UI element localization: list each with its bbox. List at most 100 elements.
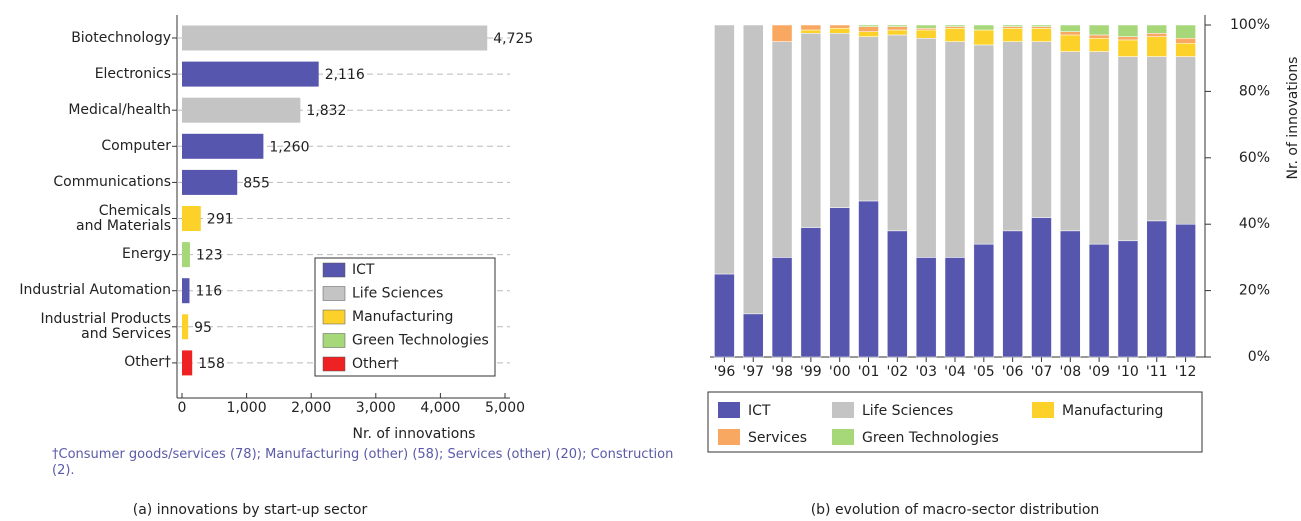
bar-segment: [887, 29, 908, 36]
legend-swatch: [322, 309, 346, 325]
bar-segment: [800, 227, 822, 358]
y-tick-label: 80%: [1239, 83, 1270, 99]
bar-segment: [915, 24, 937, 29]
bar-segment: [973, 243, 995, 358]
bar-segment: [1031, 24, 1052, 27]
y-tick-label: 60%: [1239, 150, 1270, 166]
bar-segment: [771, 41, 793, 258]
bar-segment: [887, 230, 908, 358]
bar-segment: [858, 31, 879, 37]
value-label: 2,116: [325, 67, 365, 83]
bar: [182, 314, 189, 340]
y-axis-title: Nr. of innovations: [1285, 57, 1301, 180]
x-tick-label: '05: [973, 364, 995, 380]
bar: [182, 278, 190, 304]
caption: (a) innovations by start-up sector: [133, 502, 368, 518]
bar: [182, 206, 201, 231]
x-tick-label: '01: [858, 364, 880, 380]
bar: [182, 350, 193, 376]
x-axis-title: Nr. of innovations: [353, 426, 476, 442]
bar-segment: [1060, 34, 1081, 52]
bar-segment: [800, 33, 822, 228]
bar-segment: [858, 26, 879, 32]
bar-segment: [742, 313, 764, 358]
bar-segment: [944, 28, 966, 42]
bar-segment: [771, 24, 793, 42]
legend-label: ICT: [352, 262, 375, 278]
legend-swatch: [322, 286, 346, 301]
bar-segment: [829, 207, 850, 358]
bar-segment: [800, 24, 822, 31]
bar-segment: [1002, 230, 1023, 358]
x-tick-label: '04: [944, 364, 966, 380]
legend-label: Manufacturing: [352, 309, 453, 325]
y-tick-label: Computer: [101, 137, 171, 154]
bar-segment: [1175, 24, 1196, 39]
bar-segment: [1088, 243, 1110, 358]
y-tick-label: 40%: [1239, 216, 1270, 232]
bar-segment: [858, 24, 879, 27]
bar-segment: [1060, 51, 1081, 232]
bar-segment: [973, 29, 995, 46]
x-tick-label: '07: [1031, 364, 1053, 380]
bar-segment: [1088, 34, 1110, 39]
legend-label: Green Technologies: [862, 430, 999, 446]
bar-segment: [829, 28, 850, 34]
legend-label: Green Technologies: [352, 333, 489, 349]
bar-segment: [944, 257, 966, 358]
bar-segment: [944, 41, 966, 258]
legend-label: Life Sciences: [352, 286, 443, 302]
bar-segment: [1060, 24, 1081, 32]
bar-segment: [1031, 217, 1052, 358]
x-tick-label: '12: [1175, 364, 1197, 380]
legend-swatch: [322, 333, 346, 348]
value-label: 4,725: [493, 31, 533, 47]
bar-segment: [1146, 24, 1168, 34]
value-label: 291: [207, 212, 234, 228]
x-tick-label: '08: [1059, 364, 1081, 380]
bar-segment: [1060, 230, 1081, 358]
bar-segment: [1146, 36, 1168, 57]
bar: [182, 61, 319, 87]
bar-segment: [973, 24, 995, 31]
legend-swatch: [322, 356, 346, 372]
bar-segment: [1088, 24, 1110, 36]
bar-segment: [1117, 36, 1139, 41]
bar-segment: [1175, 38, 1196, 44]
bar-segment: [1175, 56, 1196, 225]
y-tick-label: Industrial Products and Services: [40, 310, 171, 342]
x-tick-label: '10: [1117, 364, 1139, 380]
bar-segment: [1088, 51, 1110, 245]
bar-segment: [829, 24, 850, 29]
x-tick-label: '99: [800, 364, 822, 380]
value-label: 123: [196, 248, 223, 264]
x-tick-label: 4,000: [420, 400, 460, 416]
y-tick-label: 20%: [1239, 283, 1270, 299]
bar-segment: [1117, 56, 1139, 242]
bar-segment: [887, 24, 908, 27]
bar-segment: [1060, 31, 1081, 36]
bar-segment: [714, 273, 735, 358]
y-tick-label: Other†: [124, 354, 171, 371]
legend-swatch: [718, 402, 740, 418]
bar-segment: [1088, 38, 1110, 52]
bar-segment: [1031, 41, 1052, 218]
x-tick-label: '06: [1002, 364, 1024, 380]
bar: [182, 169, 238, 195]
legend-label: Manufacturing: [1062, 403, 1163, 419]
x-tick-label: 3,000: [356, 400, 396, 416]
x-tick-label: 2,000: [291, 400, 331, 416]
bar-segment: [1146, 220, 1168, 358]
x-tick-label: '96: [714, 364, 736, 380]
bar: [182, 242, 190, 268]
x-tick-label: 5,000: [485, 400, 525, 416]
bar-segment: [1175, 43, 1196, 57]
legend-swatch: [322, 262, 346, 278]
value-label: 1,260: [269, 139, 309, 155]
y-tick-label: Medical/health: [68, 101, 171, 118]
bar-segment: [915, 29, 937, 39]
y-tick-label: 100%: [1230, 17, 1270, 33]
y-tick-label: Energy: [121, 246, 171, 263]
